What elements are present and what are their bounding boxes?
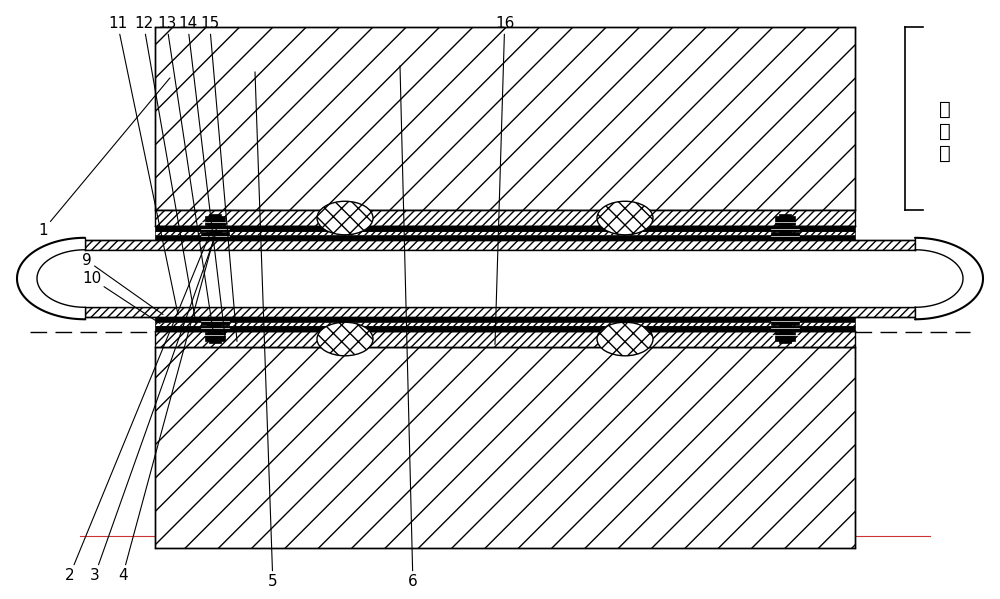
Circle shape	[317, 322, 373, 356]
Bar	[205, 216, 225, 225]
Circle shape	[317, 201, 373, 235]
Bar	[205, 332, 225, 341]
Bar	[85, 240, 915, 250]
Bar	[771, 317, 799, 325]
Text: 9: 9	[82, 253, 163, 314]
Bar	[779, 214, 791, 240]
Text: 14: 14	[178, 16, 225, 337]
Text: 2: 2	[65, 234, 210, 583]
Bar	[779, 317, 791, 343]
Bar	[201, 232, 229, 240]
Text: 13: 13	[157, 16, 213, 331]
Text: 12: 12	[134, 16, 196, 323]
Text: 迎
水
面: 迎 水 面	[939, 100, 951, 164]
Bar	[771, 232, 799, 240]
Text: 6: 6	[400, 66, 418, 589]
Bar	[775, 332, 795, 341]
Text: 15: 15	[200, 16, 237, 341]
Bar	[155, 210, 855, 226]
Polygon shape	[915, 238, 983, 319]
Circle shape	[597, 322, 653, 356]
Bar	[209, 317, 221, 343]
Polygon shape	[17, 238, 85, 319]
Bar	[155, 322, 855, 326]
Text: 11: 11	[108, 16, 178, 314]
Text: 16: 16	[495, 16, 514, 344]
Text: 10: 10	[82, 271, 160, 323]
Bar	[201, 317, 229, 325]
Text: 1: 1	[38, 78, 170, 238]
Bar	[155, 326, 855, 331]
Bar	[85, 250, 915, 307]
Bar	[85, 307, 915, 317]
Text: 4: 4	[118, 226, 217, 583]
Bar	[775, 216, 795, 225]
Bar	[155, 226, 855, 231]
Text: 5: 5	[255, 72, 278, 589]
Circle shape	[597, 201, 653, 235]
Bar	[209, 214, 221, 240]
Bar	[155, 231, 855, 235]
Bar	[155, 347, 855, 548]
Bar	[155, 331, 855, 347]
Bar	[155, 235, 855, 240]
Bar	[155, 317, 855, 322]
Text: 3: 3	[90, 237, 215, 583]
Bar	[155, 27, 855, 210]
